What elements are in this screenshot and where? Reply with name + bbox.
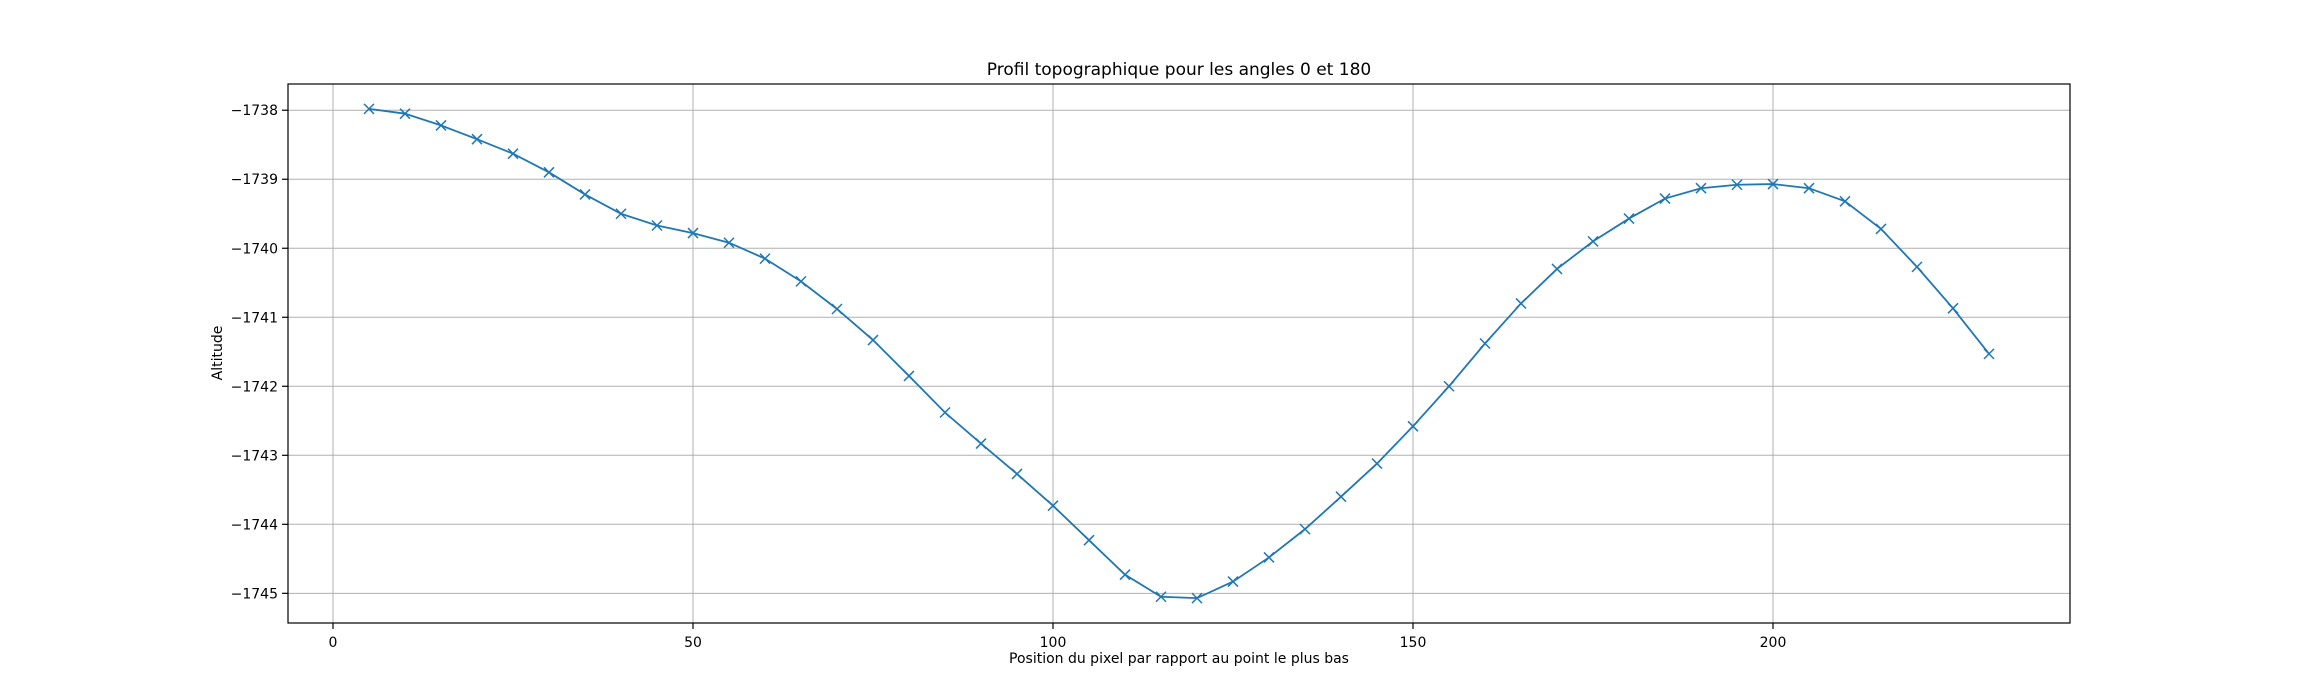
data-point <box>471 133 483 145</box>
data-point <box>651 219 663 232</box>
data-point <box>1623 213 1635 225</box>
y-tick-label: −1741 <box>231 310 278 326</box>
y-tick-label: −1738 <box>231 103 278 119</box>
data-point <box>1551 263 1563 275</box>
data-point <box>975 438 987 450</box>
data-point <box>1011 468 1023 480</box>
data-point <box>1803 182 1815 194</box>
data-point <box>1263 551 1275 563</box>
data-point <box>1371 458 1383 470</box>
plot-background <box>288 84 2070 623</box>
data-point <box>1479 337 1491 350</box>
data-point <box>1875 223 1887 235</box>
data-point <box>1587 235 1599 247</box>
y-tick-label: −1742 <box>231 379 278 395</box>
data-point <box>1947 302 1959 314</box>
data-point <box>1731 179 1743 191</box>
data-point <box>903 370 915 382</box>
data-point <box>435 119 447 131</box>
data-point <box>1911 261 1923 273</box>
series-line <box>368 107 1990 600</box>
y-tick-label: −1743 <box>231 448 278 464</box>
data-point <box>939 406 951 419</box>
grid <box>288 84 2070 623</box>
data-point <box>687 227 699 239</box>
data-point <box>1407 420 1419 432</box>
data-point <box>1515 297 1527 309</box>
data-point <box>1839 195 1851 207</box>
data-point <box>1119 569 1131 581</box>
x-axis-label: Position du pixel par rapport au point l… <box>1009 651 1349 667</box>
data-point <box>1191 592 1203 604</box>
data-point <box>1659 193 1671 205</box>
y-axis-ticks: −1738 −1739 −1740 −1741 −1742 −1743 −1744 −1745 <box>231 103 288 602</box>
data-point <box>363 103 375 115</box>
x-axis-ticks: 0 50 100 150 200 <box>329 623 1787 651</box>
y-tick-label: −1739 <box>231 172 278 188</box>
data-point <box>1047 500 1059 512</box>
y-tick-label: −1745 <box>231 586 278 602</box>
x-tick-label: 200 <box>1760 635 1787 651</box>
plot-frame <box>287 83 2071 624</box>
data-point <box>615 208 627 220</box>
data-point <box>1983 348 1995 360</box>
data-point <box>507 148 519 160</box>
x-tick-label: 100 <box>1040 635 1067 651</box>
data-point <box>1155 591 1167 603</box>
x-tick-label: 150 <box>1400 635 1427 651</box>
data-point <box>723 237 735 249</box>
data-point <box>1767 178 1779 190</box>
x-tick-label: 50 <box>684 635 702 651</box>
y-axis-label: Altitude <box>210 326 226 381</box>
data-point <box>867 334 879 346</box>
data-point <box>1227 576 1239 588</box>
data-point <box>579 188 591 200</box>
y-tick-label: −1740 <box>231 241 278 257</box>
x-tick-label: 0 <box>329 635 338 651</box>
data-point <box>831 303 843 315</box>
data-point <box>1695 182 1707 194</box>
data-point <box>795 275 807 287</box>
data-point <box>399 108 411 120</box>
series-layer <box>363 103 1995 604</box>
data-point <box>543 166 555 178</box>
data-point <box>1443 380 1455 392</box>
chart-title: Profil topographique pour les angles 0 e… <box>987 60 1371 80</box>
data-point <box>1083 534 1095 546</box>
data-point <box>1299 523 1311 535</box>
data-point <box>1335 491 1347 503</box>
data-point <box>759 253 771 265</box>
y-tick-label: −1744 <box>231 517 278 533</box>
